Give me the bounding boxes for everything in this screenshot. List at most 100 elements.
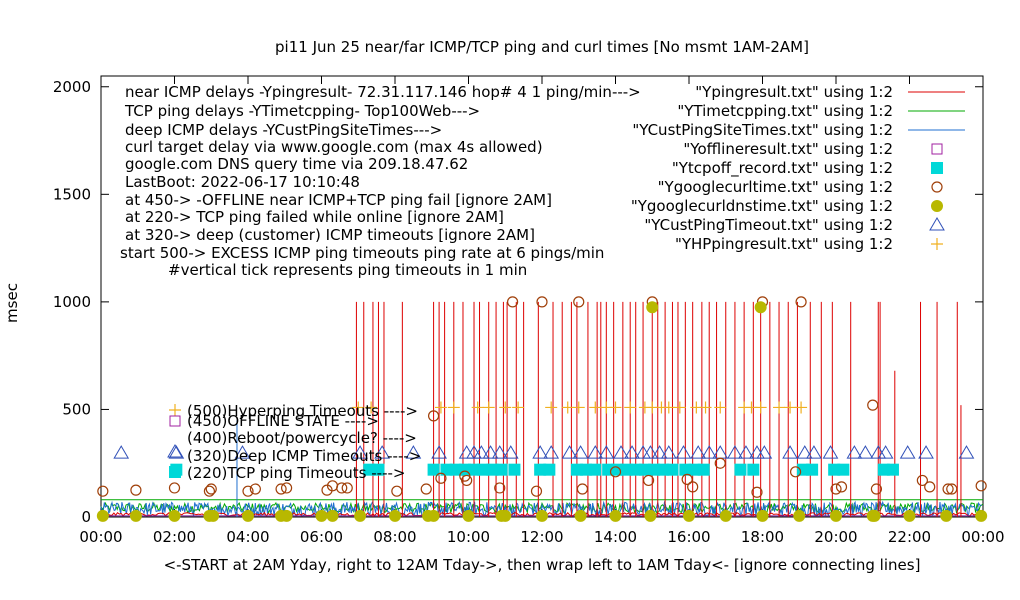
x-tick-label: 12:00	[520, 528, 563, 546]
legend-label: "YCustPingTimeout.txt" using 1:2	[644, 216, 893, 234]
dns-time-marker	[903, 509, 916, 522]
dns-time-marker	[280, 509, 293, 522]
hyperping-timeout-marker	[589, 401, 602, 414]
hyperping-timeout-marker	[773, 401, 786, 414]
annotation-line: at 220-> TCP ping failed while online [i…	[125, 208, 504, 226]
annotation-line: near ICMP delays -Ypingresult- 72.31.117…	[125, 83, 641, 101]
deep-icmp-timeout-marker	[822, 445, 839, 459]
x-tick-label: 20:00	[814, 528, 857, 546]
dns-time-marker	[940, 509, 953, 522]
deep-icmp-timeout-marker	[642, 445, 659, 459]
curl-time-marker	[391, 485, 403, 497]
annotation-line: #vertical tick represents ping timeouts …	[168, 261, 527, 279]
deep-icmp-timeout-marker	[624, 445, 640, 459]
hyperping-timeout-marker	[699, 401, 712, 414]
curl-time-marker	[642, 474, 655, 487]
tcp-timeout-marker	[468, 463, 481, 476]
y-tick-label: 500	[62, 400, 91, 418]
curl-time-marker	[924, 481, 936, 493]
curl-time-marker	[795, 296, 807, 308]
curl-time-marker	[830, 483, 842, 495]
deep-icmp-timeout-marker	[113, 445, 130, 459]
inner-legend-label: (500)Hyperping Timeouts ---->	[187, 402, 418, 420]
inner-legend-label: (220)TCP ping Timeouts ---->	[187, 464, 405, 482]
legend-sample-filled-circle	[931, 200, 943, 212]
hyperping-timeout-marker	[512, 401, 525, 414]
tcp-timeout-marker	[372, 463, 385, 476]
curl-time-marker	[714, 457, 726, 469]
dns-time-marker	[609, 509, 622, 522]
hyperping-timeout-marker	[784, 401, 797, 414]
hyperping-timeout-marker	[482, 401, 495, 414]
legend-label: "Ygooglecurltime.txt" using 1:2	[658, 178, 893, 196]
tcp-timeout-marker	[697, 463, 710, 476]
deep-icmp-timeout-marker	[701, 445, 718, 459]
inner-legend: (500)Hyperping Timeouts ----> (450)OFFLI…	[167, 402, 421, 482]
hyperping-timeout-marker	[673, 401, 686, 414]
deep-icmp-timeout-marker	[613, 445, 629, 459]
dns-time-marker	[326, 509, 339, 522]
dns-time-marker	[646, 301, 659, 314]
legend-label: "Ytcpoff_record.txt" using 1:2	[672, 159, 893, 178]
hyperping-timeout-marker	[545, 401, 558, 414]
hyperping-timeout-marker	[624, 401, 637, 414]
dns-time-marker	[499, 509, 512, 522]
annotation-block: near ICMP delays -Ypingresult- 72.31.117…	[120, 83, 641, 279]
axis-ticks: 0 500 1000 1500 2000 00:00 02:00 04:00 06:00 08:0…	[53, 76, 1005, 546]
hyperping-timeout-marker	[754, 401, 767, 414]
hyperping-timeout-marker	[662, 401, 675, 414]
hyperping-timeout-marker	[499, 401, 512, 414]
deep-icmp-timeout-marker	[168, 445, 185, 459]
curl-time-marker	[168, 482, 181, 494]
tcp-timeout-marker	[747, 463, 760, 476]
x-tick-label: 00:00	[961, 528, 1004, 546]
dns-time-marker	[168, 509, 181, 522]
hyperping-timeout-marker	[609, 401, 622, 414]
legend-label: "YTimetcpping.txt" using 1:2	[677, 102, 893, 120]
tcp-timeout-marker	[427, 463, 440, 476]
curl-time-marker	[916, 474, 928, 487]
tcp-timeout-marker	[657, 463, 670, 476]
hyperping-timeout-marker	[447, 401, 460, 414]
tcp-timeout-marker	[363, 463, 376, 476]
deep-icmp-timeout-marker	[806, 445, 822, 459]
legend-label: "YHPpingresult.txt" using 1:2	[675, 235, 893, 253]
inner-legend-label: (450)OFFLINE STATE ---->	[187, 412, 379, 430]
dns-time-marker	[754, 301, 767, 314]
hyperping-timeout-marker	[795, 401, 808, 414]
deep-icmp-timeout-marker	[491, 445, 508, 459]
legend-label: "YCustPingSiteTimes.txt" using 1:2	[632, 121, 893, 139]
annotation-line: at 320-> deep (customer) ICMP timeouts […	[125, 226, 535, 244]
annotation-line: curl target delay via www.google.com (ma…	[125, 138, 543, 156]
dns-time-marker	[129, 509, 142, 522]
deep-icmp-timeout-marker	[598, 445, 615, 459]
hyperping-timeout-marker	[572, 401, 585, 414]
curl-time-marker	[573, 296, 585, 308]
tcp-timeout-marker	[886, 463, 899, 476]
inner-legend-label: (320)Deep ICMP Timeouts ---->	[187, 447, 421, 465]
tcp-timeout-marker	[534, 463, 547, 476]
curl-time-marker	[494, 482, 506, 494]
deep-icmp-timeout-marker	[561, 445, 578, 459]
tcp-timeout-marker	[877, 463, 890, 476]
legend-sample-filled-square	[931, 162, 943, 174]
x-tick-label: 06:00	[300, 528, 343, 546]
dns-time-marker	[354, 509, 367, 522]
curl-time-marker	[249, 483, 261, 495]
dns-time-marker	[389, 509, 401, 522]
curl-time-marker	[506, 296, 519, 308]
dns-time-marker	[975, 509, 988, 522]
tcp-timeout-marker	[629, 463, 642, 476]
curl-time-marker	[946, 483, 958, 495]
curl-time-marker	[835, 481, 848, 493]
deep-icmp-timeout-marker	[352, 445, 368, 459]
deep-icmp-timeout-marker	[918, 445, 934, 459]
deep-icmp-timeout-marker	[572, 445, 589, 459]
annotation-line: TCP ping delays -YTimetcpping- Top100Web…	[124, 102, 480, 120]
inner-legend-plus	[169, 404, 181, 416]
annotation-line: at 450-> -OFFLINE near ICMP+TCP ping fai…	[125, 191, 552, 209]
x-tick-label: 16:00	[667, 528, 710, 546]
tcp-timeout-marker	[806, 463, 819, 476]
curl-time-marker	[687, 481, 699, 493]
dns-time-marker	[574, 509, 587, 522]
